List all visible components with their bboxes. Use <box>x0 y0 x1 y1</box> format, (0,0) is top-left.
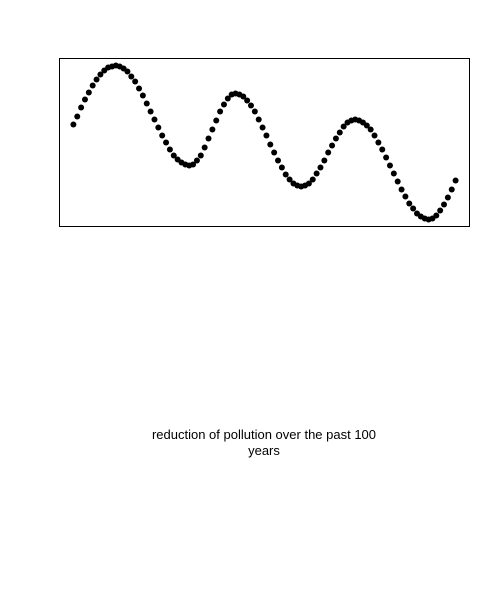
point <box>271 149 278 156</box>
point <box>170 152 177 159</box>
point <box>329 142 336 149</box>
point <box>132 78 139 85</box>
point <box>394 178 401 185</box>
point <box>139 92 146 99</box>
point <box>263 132 270 139</box>
point <box>151 116 158 123</box>
point <box>313 170 320 177</box>
point <box>406 200 413 207</box>
point <box>70 121 77 128</box>
point <box>143 100 150 107</box>
point <box>437 207 444 214</box>
plot-frame <box>59 58 470 227</box>
point <box>402 193 409 200</box>
point <box>93 76 100 83</box>
point <box>213 117 220 124</box>
chart-title: reduction of pollution over the past 100… <box>151 427 377 458</box>
point <box>124 68 131 75</box>
point <box>155 124 162 131</box>
point <box>190 161 197 168</box>
point <box>398 186 405 193</box>
point <box>224 95 231 102</box>
point <box>286 176 293 183</box>
point <box>278 164 285 171</box>
point <box>78 104 85 111</box>
point <box>410 205 417 212</box>
point <box>240 93 247 100</box>
point <box>305 180 312 187</box>
point <box>336 129 343 136</box>
point <box>332 135 339 142</box>
point <box>251 108 258 115</box>
point <box>267 141 274 148</box>
point <box>147 108 154 115</box>
point <box>340 123 347 130</box>
point <box>159 132 166 139</box>
point <box>325 149 332 156</box>
point <box>81 96 88 103</box>
point <box>209 126 216 133</box>
point <box>247 102 254 109</box>
point <box>379 146 386 153</box>
point <box>317 164 324 171</box>
point <box>136 85 143 92</box>
point <box>386 162 393 169</box>
point <box>217 108 224 115</box>
point <box>282 171 289 178</box>
point <box>193 157 200 164</box>
point <box>433 212 440 219</box>
point <box>390 170 397 177</box>
point <box>363 122 370 129</box>
point <box>375 139 382 146</box>
point <box>259 124 266 131</box>
point <box>163 139 170 146</box>
point <box>255 116 262 123</box>
point <box>244 97 251 104</box>
point <box>371 132 378 139</box>
point <box>201 144 208 151</box>
point <box>74 113 81 120</box>
point <box>89 82 96 89</box>
point <box>383 154 390 161</box>
point <box>452 177 459 184</box>
point <box>97 71 104 78</box>
point <box>367 126 374 133</box>
point <box>205 135 212 142</box>
point <box>85 89 92 96</box>
point <box>444 194 451 201</box>
point <box>309 176 316 183</box>
point <box>128 73 135 80</box>
point <box>220 101 227 108</box>
point <box>321 157 328 164</box>
point <box>197 152 204 159</box>
point <box>441 201 448 208</box>
point <box>275 157 282 164</box>
point <box>166 146 173 153</box>
point <box>448 186 455 193</box>
